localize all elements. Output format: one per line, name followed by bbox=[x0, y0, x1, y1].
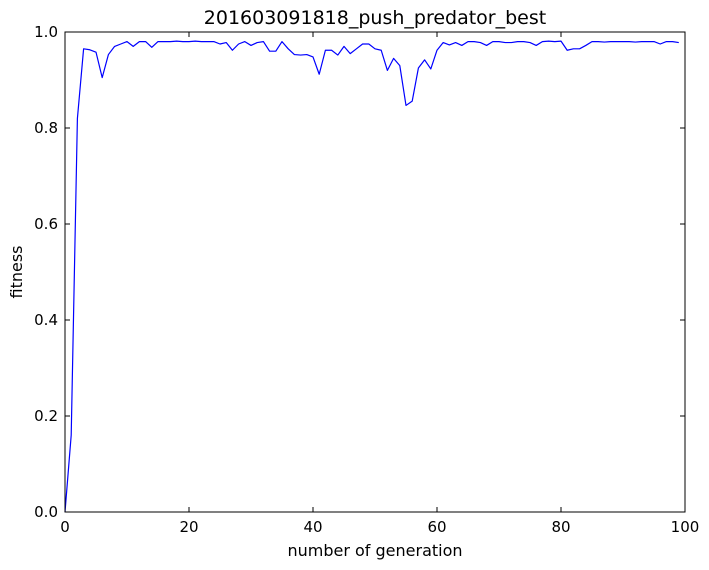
y-tick-label: 0.2 bbox=[34, 407, 58, 425]
x-tick-label: 100 bbox=[671, 518, 700, 536]
series-group bbox=[64, 40, 679, 513]
axis-ticks bbox=[64, 31, 686, 513]
chart-title: 201603091818_push_predator_best bbox=[204, 7, 546, 29]
y-tick-label: 0.8 bbox=[34, 119, 58, 137]
y-tick-label: 0.6 bbox=[34, 215, 58, 233]
x-tick-label: 80 bbox=[551, 518, 570, 536]
y-tick-label: 1.0 bbox=[34, 23, 58, 41]
x-tick-label: 20 bbox=[179, 518, 198, 536]
y-tick-label: 0.4 bbox=[34, 311, 58, 329]
y-tick-label: 0.0 bbox=[34, 503, 58, 521]
x-tick-label: 0 bbox=[60, 518, 70, 536]
fitness-line bbox=[64, 40, 679, 513]
x-tick-label: 60 bbox=[427, 518, 446, 536]
y-axis-label: fitness bbox=[7, 245, 26, 298]
tick-labels: 0 20 40 60 80 100 0.0 0.2 0.4 0.6 0.8 1.0 bbox=[34, 23, 699, 536]
plot-frame bbox=[64, 31, 686, 513]
x-tick-label: 40 bbox=[303, 518, 322, 536]
x-axis-label: number of generation bbox=[287, 541, 462, 560]
